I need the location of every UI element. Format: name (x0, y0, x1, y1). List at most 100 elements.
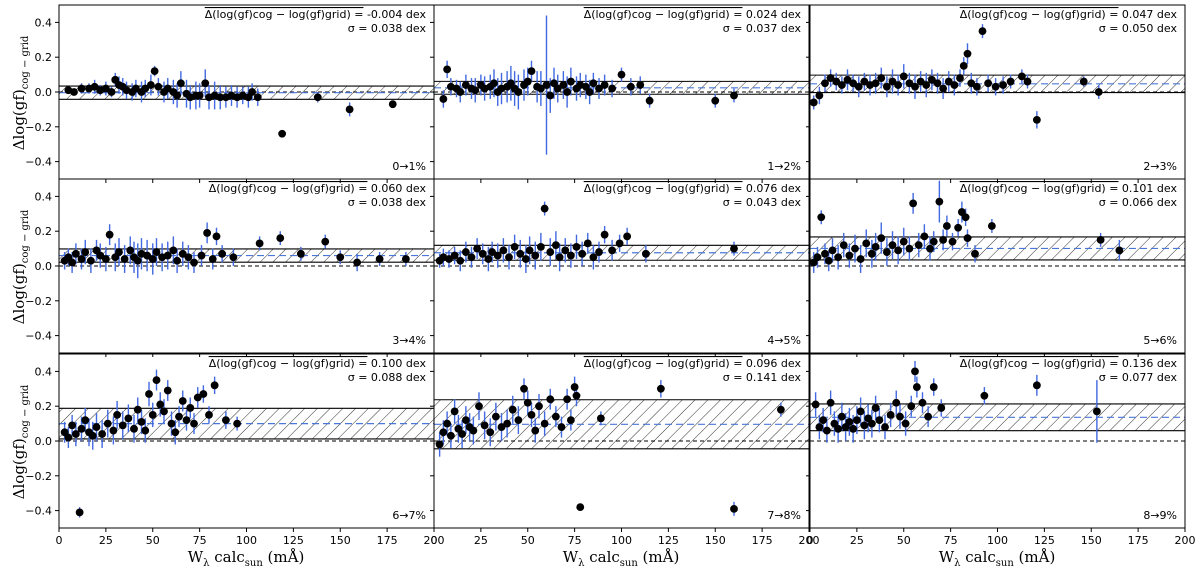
data-point (636, 81, 645, 89)
mean-annotation: Δ(log(gf)cog − log(gf)grid) = 0.060 dex (209, 182, 427, 195)
data-point (527, 411, 536, 419)
data-point (435, 440, 444, 449)
data-point (461, 81, 470, 89)
panel-plot-area (59, 222, 434, 279)
x-tick-label: 150 (330, 534, 351, 547)
data-point (972, 82, 981, 91)
range-label: 5→6% (1143, 334, 1177, 347)
data-point (563, 395, 572, 404)
x-tick-label: 50 (897, 534, 911, 547)
mean-value: 0.076 dex (742, 182, 801, 195)
data-point (71, 430, 80, 438)
data-point (871, 404, 880, 412)
data-point (563, 88, 572, 96)
range-label: 3→4% (392, 334, 426, 347)
data-point (929, 383, 938, 391)
data-point (927, 75, 936, 84)
mean-value: -0.004 dex (363, 8, 426, 21)
data-point (939, 236, 948, 244)
data-point (150, 67, 159, 76)
data-point (124, 414, 133, 423)
data-point (867, 419, 876, 428)
x-tick-label: 50 (146, 534, 160, 547)
data-point (905, 244, 914, 253)
data-point (146, 81, 155, 89)
sigma-annotation: σ = 0.037 dex (723, 22, 802, 35)
data-point (109, 426, 118, 435)
panel-plot-area (59, 369, 434, 518)
data-point (336, 253, 345, 262)
data-point (535, 402, 543, 411)
data-point (546, 91, 555, 100)
data-point (856, 407, 865, 416)
data-point (321, 237, 330, 246)
data-point (523, 77, 532, 86)
x-tick-label: 75 (568, 534, 582, 547)
data-point (557, 423, 566, 431)
data-point (113, 411, 122, 419)
data-point (443, 419, 452, 428)
data-point (70, 88, 78, 96)
mean-label: Δ(log(gf)cog − log(gf)grid) = (960, 8, 1119, 21)
x-tick-label: 75 (193, 534, 207, 547)
y-tick-label: −0.4 (25, 505, 52, 518)
mean-annotation: Δ(log(gf)cog − log(gf)grid) = 0.096 dex (584, 357, 802, 370)
data-point (600, 230, 609, 239)
data-point (488, 248, 497, 256)
data-point (909, 199, 918, 208)
data-point (490, 79, 498, 88)
data-point (916, 77, 925, 86)
sigma-annotation: σ = 0.077 dex (1099, 371, 1178, 384)
data-point (555, 253, 564, 262)
data-point (178, 249, 187, 258)
data-point (353, 258, 362, 267)
mean-value: 0.060 dex (367, 182, 426, 195)
data-point (456, 88, 465, 96)
data-point (375, 255, 384, 263)
x-tick-label: 0 (807, 534, 814, 547)
mean-annotation: Δ(log(gf)cog − log(gf)grid) = 0.100 dex (209, 357, 427, 370)
data-point (115, 248, 123, 256)
y-tick-label: 0.4 (35, 365, 53, 378)
data-point (815, 423, 824, 431)
data-point (1096, 236, 1105, 244)
data-point (991, 82, 1000, 91)
data-point (255, 239, 264, 248)
data-point (173, 91, 182, 100)
data-point (205, 411, 213, 419)
data-point (867, 249, 876, 258)
data-point (834, 253, 843, 262)
data-point (514, 416, 523, 425)
data-point (595, 84, 603, 93)
data-point (888, 77, 897, 86)
y-axis-label-row-2: Δlog(gf)cog − grid (10, 209, 31, 324)
data-point (450, 407, 459, 416)
data-point (233, 419, 242, 428)
data-point (837, 81, 846, 89)
data-point (899, 237, 908, 246)
panel-plot-area (810, 360, 1185, 443)
data-point (516, 249, 525, 258)
data-point (540, 204, 549, 213)
data-point (546, 395, 555, 404)
data-point (559, 81, 568, 89)
range-label: 6→7% (392, 509, 426, 522)
data-point (856, 255, 865, 263)
x-tick-label: 125 (1034, 534, 1055, 547)
data-point (937, 404, 946, 412)
data-point (503, 419, 512, 428)
y-axis-label-row-1: Δlog(gf)cog − grid (10, 35, 31, 150)
data-point (521, 255, 530, 263)
data-point (475, 402, 483, 411)
data-point (536, 84, 545, 93)
sigma-annotation: σ = 0.088 dex (348, 371, 427, 384)
data-point (163, 251, 172, 260)
mean-annotation: Δ(log(gf)cog − log(gf)grid) = 0.101 dex (960, 182, 1178, 195)
data-point (88, 431, 97, 440)
data-point (190, 258, 198, 267)
data-point (589, 79, 598, 88)
data-point (212, 232, 221, 241)
mean-label: Δ(log(gf)cog − log(gf)grid) = (960, 182, 1119, 195)
mean-label: Δ(log(gf)cog − log(gf)grid) = (209, 182, 368, 195)
data-point (163, 386, 172, 395)
